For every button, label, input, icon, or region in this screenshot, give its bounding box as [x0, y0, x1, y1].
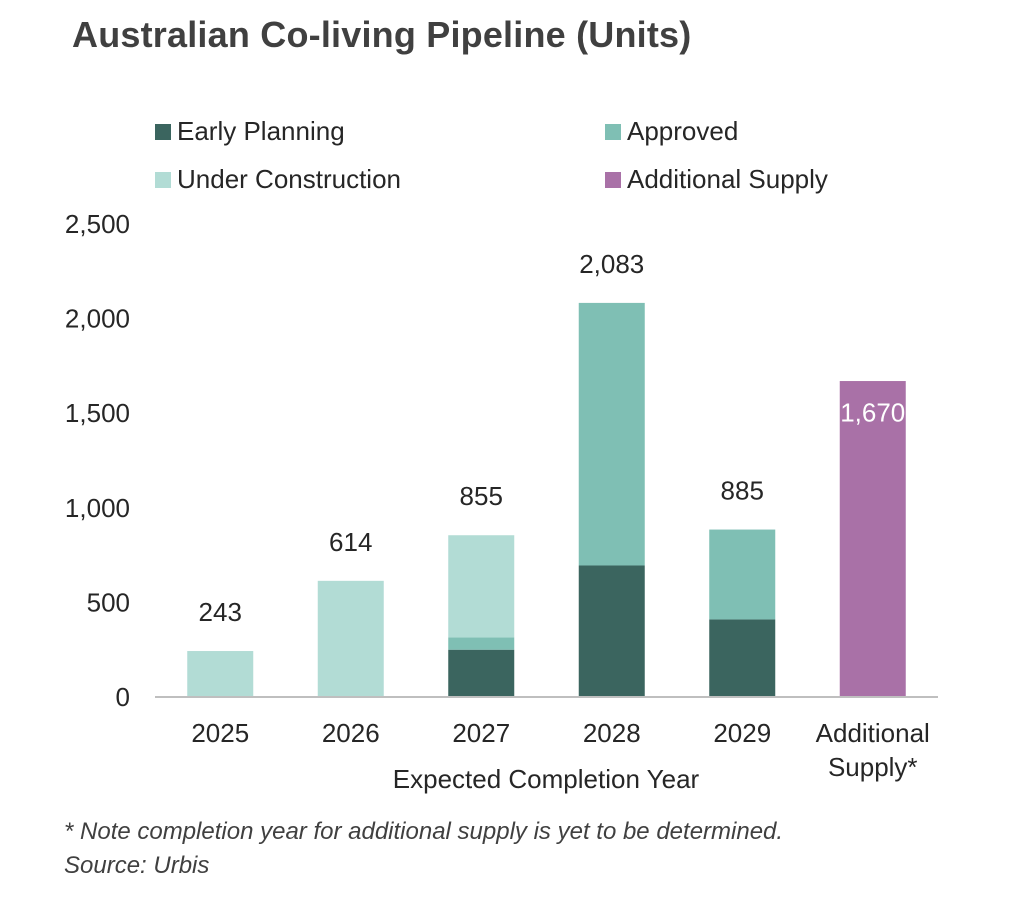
legend-item-early-planning: Early Planning: [155, 116, 345, 147]
legend-swatch: [155, 123, 171, 140]
legend-label: Under Construction: [177, 164, 401, 194]
x-tick-label: 2025: [191, 718, 249, 748]
x-tick-label: Additional: [816, 718, 930, 748]
data-label: 614: [329, 527, 372, 557]
source-note: Source: Urbis: [64, 852, 210, 879]
bar-approved: [578, 302, 645, 566]
legend-label: Approved: [627, 116, 739, 146]
y-tick-label: 1,000: [65, 493, 130, 523]
bar-under-construction: [448, 535, 515, 638]
x-tick-label: 2026: [322, 718, 380, 748]
data-label: 885: [721, 476, 764, 506]
x-tick-label: 2027: [452, 718, 510, 748]
x-tick-label: Supply*: [828, 752, 918, 782]
chart-title: Australian Co-living Pipeline (Units): [72, 14, 692, 55]
data-label: 855: [460, 481, 503, 511]
bar-under-construction: [187, 651, 254, 697]
legend-item-under-construction: Under Construction: [155, 164, 401, 195]
y-tick-label: 2,500: [65, 209, 130, 239]
data-label: 1,670: [840, 398, 905, 428]
legend-label: Additional Supply: [627, 164, 828, 194]
x-tick-label: 2029: [713, 718, 771, 748]
legend-swatch: [605, 171, 621, 188]
bar-early-planning: [578, 565, 645, 697]
legend-item-approved: Approved: [605, 116, 738, 147]
bar-approved: [709, 529, 776, 620]
data-label: 2,083: [579, 249, 644, 279]
x-tick-label: 2028: [583, 718, 641, 748]
legend-label: Early Planning: [177, 116, 345, 146]
footnote: * Note completion year for additional su…: [64, 818, 784, 845]
y-tick-label: 2,000: [65, 304, 130, 334]
bar-early-planning: [448, 649, 515, 697]
legend-swatch: [155, 171, 171, 188]
data-label: 243: [199, 597, 242, 627]
legend-item-additional-supply: Additional Supply: [605, 164, 828, 195]
bar-early-planning: [709, 619, 776, 697]
y-tick-label: 0: [116, 682, 130, 712]
bar-approved: [448, 637, 515, 650]
bar-additional-supply: [839, 381, 906, 697]
x-axis-title: Expected Completion Year: [393, 764, 700, 794]
y-tick-label: 500: [87, 587, 130, 617]
legend-swatch: [605, 123, 621, 140]
y-tick-label: 1,500: [65, 398, 130, 428]
bar-under-construction: [317, 580, 384, 697]
